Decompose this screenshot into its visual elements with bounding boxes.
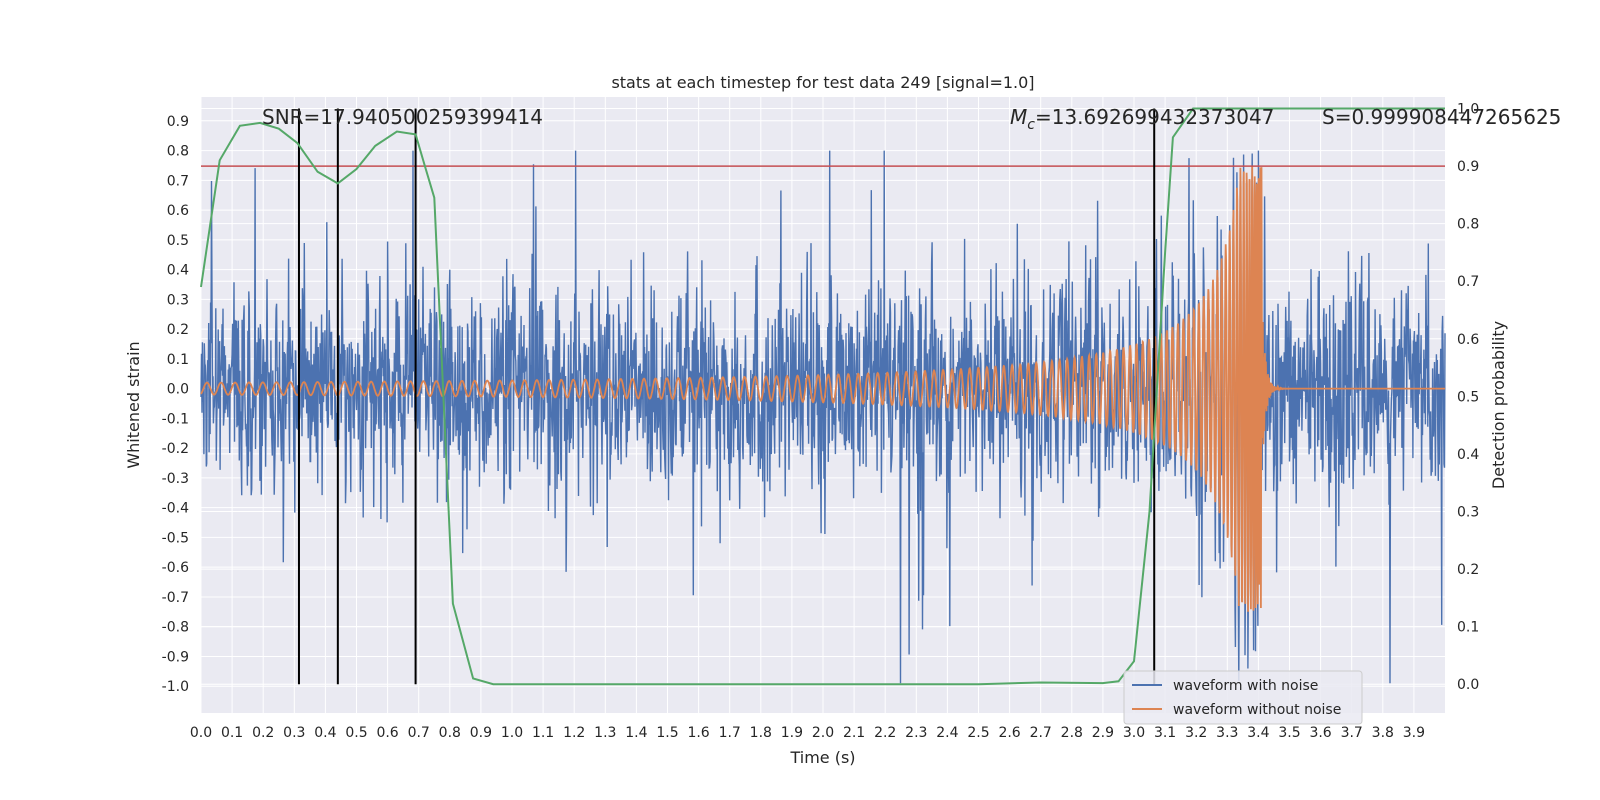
y-tick-label-left: 0.9 bbox=[167, 114, 189, 130]
x-tick-label: 1.9 bbox=[781, 725, 803, 741]
x-axis-label: Time (s) bbox=[789, 748, 855, 767]
y-tick-label-right: 0.1 bbox=[1457, 620, 1479, 636]
y-tick-label-left: -0.3 bbox=[162, 471, 189, 487]
x-tick-label: 3.1 bbox=[1154, 725, 1176, 741]
x-tick-label: 0.7 bbox=[408, 725, 430, 741]
y-tick-label-right: 0.8 bbox=[1457, 217, 1479, 233]
y-tick-label-left: -0.8 bbox=[162, 620, 189, 636]
legend-label-noise: waveform with noise bbox=[1173, 678, 1318, 694]
x-tick-label: 2.1 bbox=[843, 725, 865, 741]
x-tick-label: 2.2 bbox=[874, 725, 896, 741]
y-tick-label-right: 0.5 bbox=[1457, 389, 1479, 405]
y-tick-label-left: 0.6 bbox=[167, 203, 189, 219]
x-tick-label: 2.6 bbox=[998, 725, 1020, 741]
x-tick-label: 0.6 bbox=[376, 725, 398, 741]
y-tick-label-left: -0.5 bbox=[162, 530, 189, 546]
legend: waveform with noise waveform without noi… bbox=[1123, 670, 1363, 725]
left-y-tick-labels: 0.9 0.8 0.7 0.6 0.5 0.4 0.3 0.2 0.1 0.0 -0.1 -0.2 -0… bbox=[162, 114, 189, 695]
x-tick-label: 0.0 bbox=[190, 725, 212, 741]
y-tick-label-left: -0.2 bbox=[162, 441, 189, 457]
y-tick-label-right: 0.2 bbox=[1457, 562, 1479, 578]
y-tick-label-left: -0.6 bbox=[162, 560, 189, 576]
y-tick-label-left: -0.9 bbox=[162, 649, 189, 665]
x-tick-label: 3.0 bbox=[1123, 725, 1145, 741]
x-tick-label: 2.5 bbox=[967, 725, 989, 741]
y-tick-label-left: 0.3 bbox=[167, 292, 189, 308]
x-tick-label: 0.8 bbox=[439, 725, 461, 741]
x-tick-label: 0.4 bbox=[314, 725, 336, 741]
x-tick-label: 3.7 bbox=[1341, 725, 1363, 741]
y-tick-label-left: 0.2 bbox=[167, 322, 189, 338]
x-tick-label: 1.3 bbox=[594, 725, 616, 741]
x-tick-label: 0.3 bbox=[283, 725, 305, 741]
x-tick-label: 0.1 bbox=[221, 725, 243, 741]
y-tick-label-left: 0.8 bbox=[167, 144, 189, 160]
y-tick-label-left: 0.5 bbox=[167, 233, 189, 249]
chirp-mass-annotation: Mc=13.692699432373047 bbox=[1010, 105, 1274, 133]
x-tick-label: 0.2 bbox=[252, 725, 274, 741]
y-tick-label-right: 0.3 bbox=[1457, 505, 1479, 521]
chirp-mass-value: =13.692699432373047 bbox=[1035, 105, 1274, 129]
x-tick-label: 3.4 bbox=[1247, 725, 1269, 741]
x-tick-label: 0.9 bbox=[470, 725, 492, 741]
legend-box bbox=[1123, 670, 1363, 725]
x-tick-label: 1.0 bbox=[501, 725, 523, 741]
x-tick-label: 3.9 bbox=[1403, 725, 1425, 741]
x-tick-label: 3.6 bbox=[1309, 725, 1331, 741]
y-axis-label-left: Whitened strain bbox=[124, 341, 143, 468]
x-tick-label: 3.8 bbox=[1372, 725, 1394, 741]
snr-annotation: SNR=17.940500259399414 bbox=[262, 105, 543, 129]
x-tick-labels: 0.0 0.1 0.2 0.3 0.4 0.5 0.6 0.7 0.8 0.9 1.0 1.1 1.2 1… bbox=[190, 725, 1425, 741]
y-tick-label-right: 0.0 bbox=[1457, 677, 1479, 693]
y-tick-label-left: -1.0 bbox=[162, 679, 189, 695]
y-tick-label-left: -0.4 bbox=[162, 501, 189, 517]
y-tick-label-right: 0.7 bbox=[1457, 274, 1479, 290]
y-tick-label-left: 0.0 bbox=[167, 382, 189, 398]
x-tick-label: 2.7 bbox=[1030, 725, 1052, 741]
waveform-without-noise-line bbox=[200, 165, 1445, 612]
x-tick-label: 1.1 bbox=[532, 725, 554, 741]
x-tick-label: 1.4 bbox=[625, 725, 647, 741]
x-tick-label: 1.8 bbox=[750, 725, 772, 741]
x-tick-label: 3.3 bbox=[1216, 725, 1238, 741]
y-tick-label-right: 0.4 bbox=[1457, 447, 1479, 463]
y-tick-label-right: 0.9 bbox=[1457, 159, 1479, 175]
y-tick-label-right: 0.6 bbox=[1457, 332, 1479, 348]
right-y-tick-labels: 1.0 0.9 0.8 0.7 0.6 0.5 0.4 0.3 0.2 0.1 0.0 bbox=[1457, 102, 1479, 694]
series-waveform-without-noise bbox=[200, 165, 1445, 612]
series-detection-probability bbox=[200, 107, 1445, 686]
y-tick-label-left: 0.1 bbox=[167, 352, 189, 368]
y-tick-label-left: 0.4 bbox=[167, 263, 189, 279]
detection-probability-line bbox=[200, 107, 1445, 686]
y-tick-label-left: -0.1 bbox=[162, 411, 189, 427]
x-tick-label: 1.2 bbox=[563, 725, 585, 741]
s-annotation: S=0.999908447265625 bbox=[1322, 105, 1561, 129]
chirp-mass-symbol: M bbox=[1010, 105, 1027, 129]
x-tick-label: 2.8 bbox=[1061, 725, 1083, 741]
chart-title: stats at each timestep for test data 249… bbox=[611, 73, 1034, 92]
x-tick-label: 2.4 bbox=[936, 725, 958, 741]
y-tick-label-left: -0.7 bbox=[162, 590, 189, 606]
x-tick-label: 3.5 bbox=[1278, 725, 1300, 741]
x-tick-label: 3.2 bbox=[1185, 725, 1207, 741]
x-tick-label: 2.9 bbox=[1092, 725, 1114, 741]
vertical-markers bbox=[297, 108, 1156, 685]
x-tick-label: 1.7 bbox=[719, 725, 741, 741]
x-tick-label: 2.0 bbox=[812, 725, 834, 741]
x-tick-label: 0.5 bbox=[345, 725, 367, 741]
x-tick-label: 2.3 bbox=[905, 725, 927, 741]
chirp-mass-subscript: c bbox=[1027, 117, 1035, 133]
x-tick-label: 1.6 bbox=[687, 725, 709, 741]
y-tick-label-right: 1.0 bbox=[1457, 102, 1479, 118]
y-axis-label-right: Detection probability bbox=[1489, 321, 1508, 489]
y-tick-label-left: 0.7 bbox=[167, 173, 189, 189]
legend-label-clean: waveform without noise bbox=[1173, 702, 1341, 718]
x-tick-label: 1.5 bbox=[656, 725, 678, 741]
